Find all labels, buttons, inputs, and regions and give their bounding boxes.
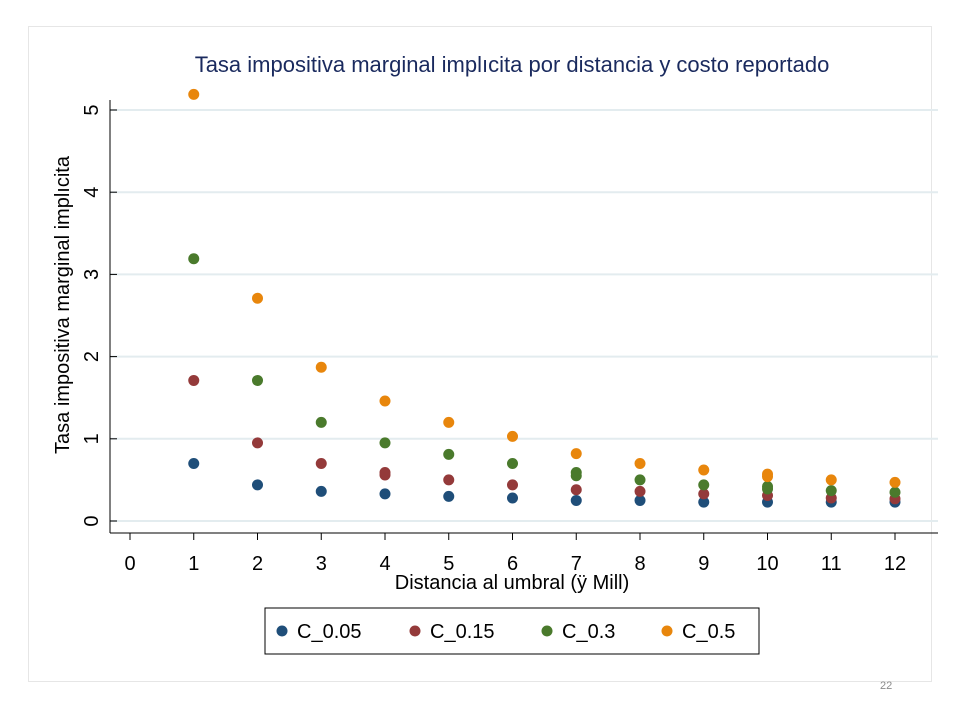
page-number: 22 <box>880 680 893 692</box>
x-tick-label: 6 <box>507 553 518 575</box>
data-point-c-0-3 <box>634 474 646 486</box>
data-point-c-0-05 <box>379 488 391 500</box>
y-tick-label: 1 <box>81 433 103 444</box>
data-point-c-0-15 <box>570 484 582 496</box>
x-tick-label: 1 <box>188 553 199 575</box>
data-point-c-0-5 <box>698 464 710 476</box>
legend-label: C_0.3 <box>562 621 615 643</box>
grid-lines <box>110 109 938 522</box>
data-point-c-0-05 <box>443 490 455 502</box>
data-point-c-0-3 <box>825 485 837 497</box>
data-point-c-0-3 <box>570 467 582 479</box>
data-points <box>188 88 901 508</box>
x-tick-label: 11 <box>821 553 842 575</box>
data-point-c-0-3 <box>698 479 710 491</box>
x-tick-label: 0 <box>124 553 135 575</box>
x-tick-label: 3 <box>316 553 327 575</box>
data-point-c-0-3 <box>379 437 391 449</box>
data-point-c-0-5 <box>570 448 582 460</box>
data-point-c-0-05 <box>634 494 646 506</box>
x-tick-label: 7 <box>571 553 582 575</box>
data-point-c-0-05 <box>252 479 263 491</box>
legend-label: C_0.05 <box>297 621 362 643</box>
x-axis-label: Distancia al umbral (ÿ Mill) <box>395 572 630 594</box>
data-point-c-0-15 <box>379 467 391 479</box>
data-point-c-0-3 <box>507 457 518 469</box>
data-point-c-0-3 <box>188 253 200 265</box>
x-tick-label: 9 <box>698 553 709 575</box>
data-point-c-0-05 <box>188 457 200 469</box>
data-point-c-0-5 <box>634 457 646 469</box>
legend-marker <box>661 625 673 637</box>
x-tick-label: 2 <box>252 553 263 575</box>
data-point-c-0-5 <box>762 468 773 480</box>
data-point-c-0-5 <box>889 476 901 488</box>
x-tick-label: 5 <box>443 553 454 575</box>
axes <box>109 100 938 540</box>
x-tick-label: 8 <box>634 553 645 575</box>
legend-label: C_0.15 <box>430 621 495 643</box>
y-tick-label: 3 <box>81 269 103 280</box>
legend: C_0.05 C_0.15 C_0.3 C_0.5 <box>264 607 760 655</box>
x-tick-label: 4 <box>379 553 390 575</box>
data-point-c-0-3 <box>252 374 263 386</box>
data-point-c-0-5 <box>443 416 455 428</box>
y-tick-label: 5 <box>81 104 103 115</box>
data-point-c-0-05 <box>507 492 518 504</box>
data-point-c-0-3 <box>315 416 327 428</box>
data-point-c-0-05 <box>698 496 710 508</box>
legend-marker <box>541 625 553 637</box>
data-point-c-0-15 <box>188 374 200 386</box>
data-point-c-0-3 <box>889 486 901 498</box>
legend-marker <box>409 625 421 637</box>
y-axis-label: Tasa impositiva marginal implıcita <box>52 155 74 454</box>
data-point-c-0-5 <box>188 88 200 100</box>
y-tick-label: 0 <box>81 515 103 526</box>
data-point-c-0-15 <box>698 488 710 500</box>
data-point-c-0-15 <box>634 485 646 497</box>
data-point-c-0-3 <box>443 448 455 460</box>
x-tick-label: 12 <box>884 553 906 575</box>
data-point-c-0-5 <box>252 292 263 304</box>
x-tick-label: 10 <box>756 553 778 575</box>
data-point-c-0-15 <box>443 474 455 486</box>
legend-marker <box>276 625 288 637</box>
chart-frame <box>28 26 932 682</box>
legend-label: C_0.5 <box>682 621 735 643</box>
data-point-c-0-5 <box>379 395 391 407</box>
data-point-c-0-05 <box>570 494 582 506</box>
data-point-c-0-3 <box>762 480 773 492</box>
chart-title: Tasa impositiva marginal implıcita por d… <box>195 52 830 77</box>
data-point-c-0-15 <box>507 479 518 491</box>
data-point-c-0-5 <box>507 430 518 442</box>
data-point-c-0-5 <box>315 361 327 373</box>
legend-box <box>264 607 760 655</box>
data-point-c-0-15 <box>252 437 263 449</box>
data-point-c-0-15 <box>315 457 327 469</box>
data-point-c-0-05 <box>315 485 327 497</box>
y-tick-label: 4 <box>81 187 103 198</box>
data-point-c-0-5 <box>825 474 837 486</box>
y-tick-label: 2 <box>81 351 103 362</box>
